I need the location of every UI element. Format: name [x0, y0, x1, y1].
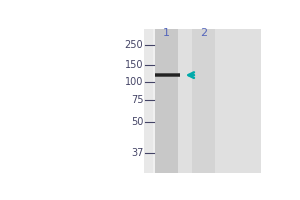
Bar [145, 29, 261, 173]
Text: 250: 250 [125, 40, 143, 50]
Text: 75: 75 [131, 95, 143, 105]
Text: 50: 50 [131, 117, 143, 127]
Text: 2: 2 [200, 28, 207, 38]
Text: 1: 1 [163, 28, 170, 38]
Text: 100: 100 [125, 77, 143, 87]
Text: 37: 37 [131, 148, 143, 158]
Bar [215, 29, 261, 173]
Bar [192, 29, 215, 173]
Bar [178, 29, 192, 173]
Bar [155, 29, 178, 173]
Text: 150: 150 [125, 60, 143, 70]
Bar [153, 29, 155, 173]
